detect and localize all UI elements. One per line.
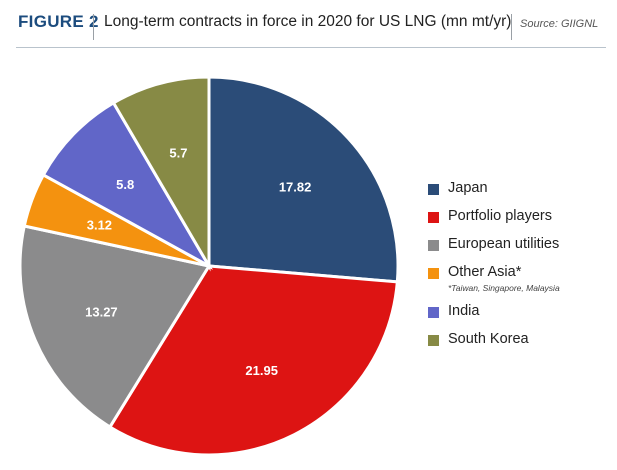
source-note: Source: GIIGNL	[520, 18, 599, 30]
pie-slice-india	[41, 100, 214, 270]
legend-footnote: *Taiwan, Singapore, Malaysia	[448, 283, 560, 293]
header-divider	[93, 14, 94, 40]
legend-item: Japan	[428, 180, 613, 208]
legend-label: Portfolio players	[448, 208, 552, 224]
slice-value-label: 3.12	[87, 218, 112, 233]
legend-label: Japan	[448, 180, 488, 196]
slice-value-label: 5.7	[169, 146, 187, 161]
legend-swatch	[428, 240, 439, 251]
legend-label: European utilities	[448, 236, 560, 252]
pie-slice-portfolio-players	[107, 264, 399, 457]
legend-label: South Korea	[448, 331, 529, 347]
pie-slice-european-utilities	[18, 224, 212, 430]
legend-swatch	[428, 307, 439, 318]
legend-swatch	[428, 335, 439, 346]
legend-item: South Korea	[428, 331, 613, 359]
legend-item: Other Asia* *Taiwan, Singapore, Malaysia	[428, 264, 613, 303]
legend-swatch	[428, 212, 439, 223]
slice-value-label: 21.95	[245, 363, 278, 378]
figure-header: FIGURE 2 Long-term contracts in force in…	[0, 0, 617, 46]
pie-slice-japan	[207, 75, 400, 284]
legend-item: Portfolio players	[428, 208, 613, 236]
slice-value-label: 5.8	[116, 177, 134, 192]
legend-item: India	[428, 303, 613, 331]
legend-swatch	[428, 268, 439, 279]
chart-title: Long-term contracts in force in 2020 for…	[104, 13, 512, 30]
figure-label: FIGURE 2	[18, 12, 99, 31]
legend-swatch	[428, 184, 439, 195]
header-rule	[16, 47, 606, 48]
slice-value-label: 13.27	[85, 304, 118, 319]
legend-label: Other Asia*	[448, 264, 522, 280]
legend-item: European utilities	[428, 236, 613, 264]
pie-slice-south-korea	[111, 75, 211, 272]
header-divider	[511, 14, 512, 40]
chart-legend: Japan Portfolio players European utilities…	[428, 180, 613, 359]
legend-label: India	[448, 303, 480, 319]
slice-value-label: 17.82	[279, 179, 312, 194]
